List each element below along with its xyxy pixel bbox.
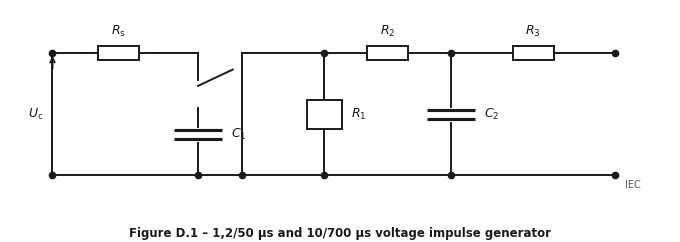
Text: $R_1$: $R_1$: [352, 106, 367, 121]
Text: $R_3$: $R_3$: [526, 24, 541, 39]
Bar: [367, 46, 408, 60]
Text: $C_2$: $C_2$: [484, 107, 500, 122]
Text: IEC: IEC: [625, 180, 641, 190]
Text: $R_\mathsf{s}$: $R_\mathsf{s}$: [112, 24, 126, 39]
Text: Figure D.1 – 1,2/50 μs and 10/700 μs voltage impulse generator: Figure D.1 – 1,2/50 μs and 10/700 μs vol…: [129, 227, 551, 240]
Bar: [513, 46, 554, 60]
Text: $R_2$: $R_2$: [380, 24, 395, 39]
Text: $C_1$: $C_1$: [231, 127, 247, 143]
Bar: [307, 99, 342, 129]
Text: $U_\mathsf{c}$: $U_\mathsf{c}$: [28, 106, 43, 121]
Bar: [99, 46, 139, 60]
